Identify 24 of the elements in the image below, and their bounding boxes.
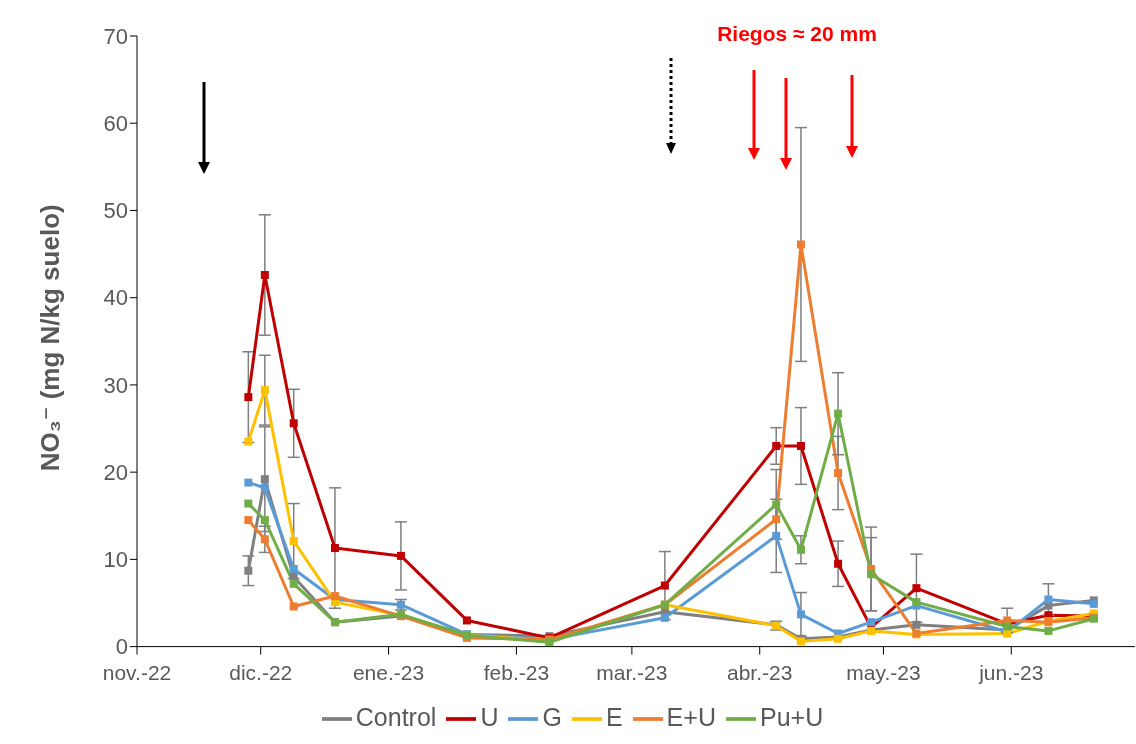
x-tick-label: nov.-22	[102, 660, 172, 684]
x-tick-label: may.-23	[846, 660, 921, 684]
y-tick-label: 0	[115, 634, 128, 660]
x-tick-label: dic.-22	[229, 660, 293, 684]
legend-label: E+U	[666, 702, 716, 731]
x-tick-label: ene.-23	[352, 660, 425, 684]
y-tick-label: 30	[103, 372, 128, 398]
y-tick-label: 20	[103, 459, 128, 485]
legend-label: Pu+U	[759, 702, 824, 731]
annotation: Riegos ≈ 20 mm	[716, 22, 878, 46]
y-tick-label: 50	[103, 198, 128, 224]
legend-label: E	[605, 702, 623, 731]
y-axis-title: NO₃⁻ (mg N/kg suelo)	[35, 204, 66, 472]
y-tick-label: 60	[103, 111, 128, 137]
x-tick-label: jun.-23	[978, 660, 1044, 684]
legend-label: Control	[355, 702, 437, 731]
x-tick-label: mar.-23	[596, 660, 668, 684]
y-tick-label: 40	[103, 285, 128, 311]
x-tick-label: abr.-23	[727, 660, 793, 684]
x-tick-label: feb.-23	[483, 660, 550, 684]
y-tick-label: 10	[103, 547, 128, 573]
y-tick-label: 70	[103, 23, 128, 49]
legend-label: U	[480, 702, 499, 731]
legend-label: G	[542, 702, 562, 731]
